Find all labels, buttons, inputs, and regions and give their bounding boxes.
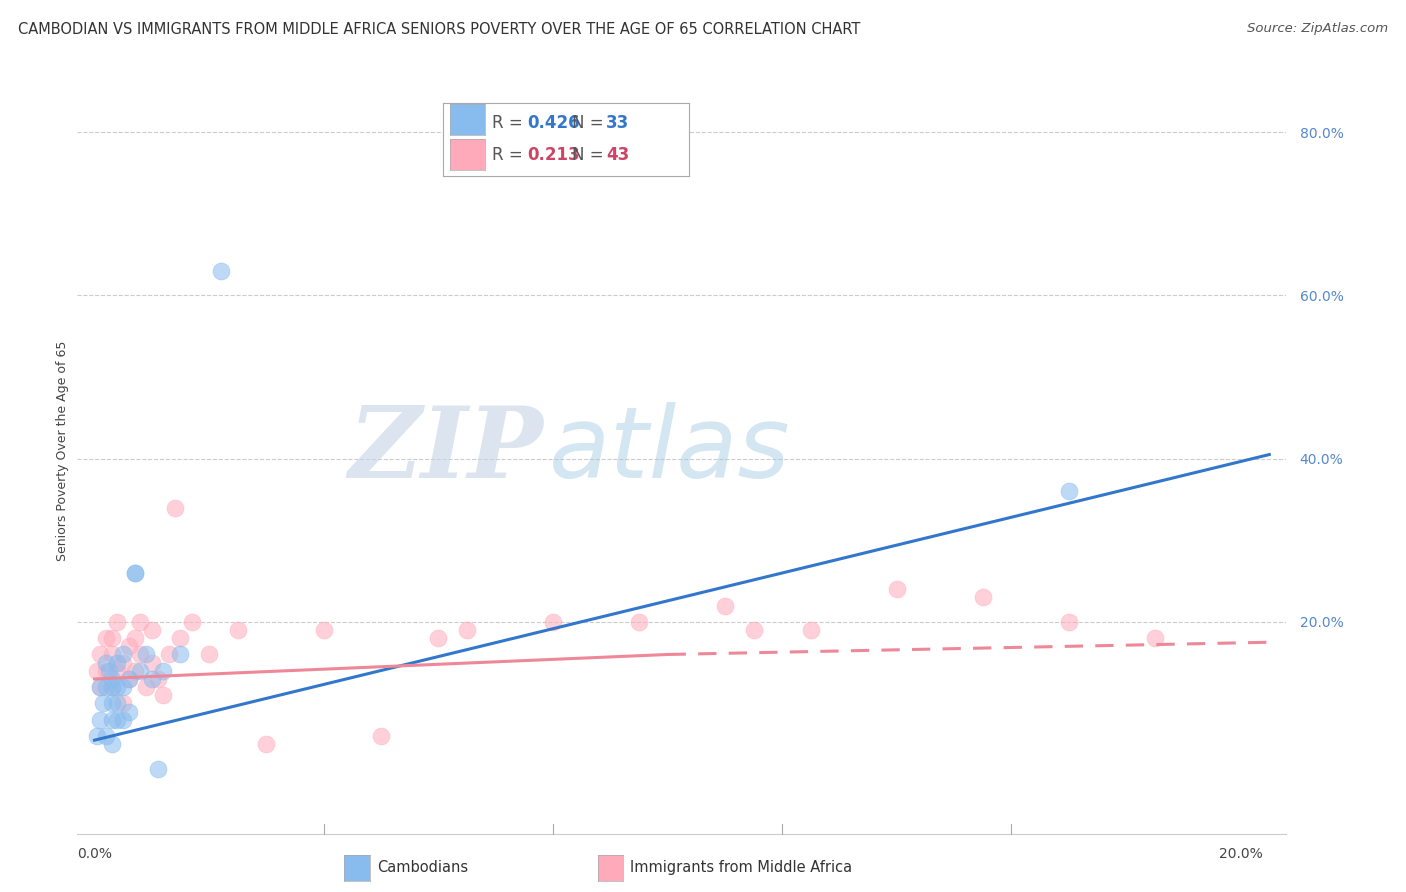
Text: 0.426: 0.426 [527, 114, 579, 132]
Point [1057, 615, 1080, 629]
Point [100, 648, 122, 662]
Point [141, 656, 163, 670]
Point [124, 566, 146, 580]
Point [118, 672, 141, 686]
Point [169, 648, 191, 662]
Point [89, 648, 111, 662]
Point [146, 672, 169, 686]
Text: 33: 33 [606, 114, 630, 132]
Point [97, 664, 120, 678]
Point [86, 664, 108, 678]
Point [86, 729, 108, 743]
Point [627, 615, 650, 629]
Point [141, 623, 163, 637]
Point [100, 672, 122, 686]
Point [886, 582, 908, 597]
Point [209, 264, 232, 278]
Text: CAMBODIAN VS IMMIGRANTS FROM MIDDLE AFRICA SENIORS POVERTY OVER THE AGE OF 65 CO: CAMBODIAN VS IMMIGRANTS FROM MIDDLE AFRI… [18, 22, 860, 37]
Text: 43: 43 [606, 146, 630, 164]
Point [124, 664, 146, 678]
Point [800, 623, 823, 637]
Point [91, 697, 114, 711]
Point [169, 631, 191, 645]
Point [100, 737, 122, 751]
Y-axis label: Seniors Poverty Over the Age of 65: Seniors Poverty Over the Age of 65 [56, 340, 69, 561]
Point [112, 656, 135, 670]
Point [100, 680, 122, 694]
Text: Cambodians: Cambodians [377, 861, 468, 875]
Point [714, 599, 737, 613]
Text: Source: ZipAtlas.com: Source: ZipAtlas.com [1247, 22, 1388, 36]
Point [124, 631, 146, 645]
Point [370, 729, 392, 743]
Text: R =: R = [492, 146, 529, 164]
Point [456, 623, 478, 637]
Point [100, 713, 122, 727]
Point [157, 648, 180, 662]
Point [112, 680, 135, 694]
Point [100, 680, 122, 694]
Point [541, 615, 564, 629]
Point [129, 615, 152, 629]
Point [112, 713, 135, 727]
Point [1057, 484, 1080, 499]
Point [152, 664, 174, 678]
Point [112, 648, 135, 662]
Point [107, 656, 129, 670]
Point [94, 664, 117, 678]
Point [100, 631, 122, 645]
Point [152, 688, 174, 702]
Point [124, 566, 146, 580]
Point [100, 697, 122, 711]
Point [89, 680, 111, 694]
Point [94, 656, 117, 670]
Point [118, 672, 141, 686]
Text: N =: N = [572, 114, 609, 132]
Point [107, 713, 129, 727]
Point [112, 697, 135, 711]
Point [94, 729, 117, 743]
Point [312, 623, 335, 637]
Text: 0.213: 0.213 [527, 146, 579, 164]
Point [94, 631, 117, 645]
Text: ZIP: ZIP [347, 402, 543, 499]
Point [972, 591, 994, 605]
Point [129, 664, 152, 678]
Point [107, 615, 129, 629]
Point [1143, 631, 1166, 645]
Text: N =: N = [572, 146, 609, 164]
Point [129, 648, 152, 662]
Point [89, 713, 111, 727]
Point [163, 500, 186, 515]
Point [135, 680, 157, 694]
Point [198, 648, 221, 662]
Point [107, 697, 129, 711]
Point [118, 705, 141, 719]
Text: Immigrants from Middle Africa: Immigrants from Middle Africa [630, 861, 852, 875]
Point [107, 680, 129, 694]
Point [89, 680, 111, 694]
Point [742, 623, 765, 637]
Point [256, 737, 278, 751]
Point [226, 623, 249, 637]
Point [181, 615, 204, 629]
Point [141, 672, 163, 686]
Point [94, 680, 117, 694]
Point [118, 640, 141, 654]
Point [146, 762, 169, 776]
Point [107, 664, 129, 678]
Point [427, 631, 450, 645]
Text: R =: R = [492, 114, 529, 132]
Point [135, 648, 157, 662]
Text: atlas: atlas [548, 402, 790, 499]
